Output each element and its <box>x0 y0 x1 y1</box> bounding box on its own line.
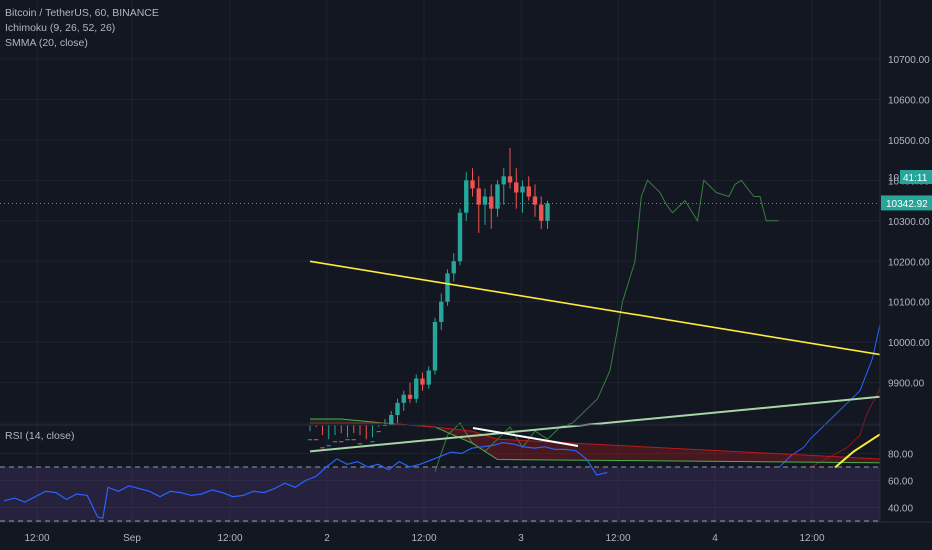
candle-body[interactable] <box>514 182 519 193</box>
price-axis-bg <box>880 0 932 550</box>
smma-legend[interactable]: SMMA (20, close) <box>5 37 88 49</box>
candle-body[interactable] <box>464 180 469 213</box>
time-tick-label: 12:00 <box>799 533 824 544</box>
price-tick-label: 10100.00 <box>888 298 930 309</box>
candle-body[interactable] <box>320 447 325 449</box>
price-tick-label: 10600.00 <box>888 95 930 106</box>
symbol-legend[interactable]: Bitcoin / TetherUS, 60, BINANCE <box>5 7 159 19</box>
candle-body[interactable] <box>451 261 456 274</box>
candle-body[interactable] <box>307 439 313 441</box>
price-tick-label: 10200.00 <box>888 257 930 268</box>
candle-body[interactable] <box>345 439 350 441</box>
candle-body[interactable] <box>520 186 525 193</box>
time-tick-label: 12:00 <box>605 533 630 544</box>
price-tick-label: 9900.00 <box>888 379 925 390</box>
candle-body[interactable] <box>426 370 431 385</box>
candles[interactable] <box>307 147 550 449</box>
rsi-tick-label: 40.00 <box>888 504 913 515</box>
cloud-segment <box>472 431 498 460</box>
candle-body[interactable] <box>339 441 344 443</box>
candle-body[interactable] <box>395 402 400 415</box>
candle-body[interactable] <box>407 394 413 399</box>
time-tick-label: 4 <box>712 533 718 544</box>
line-chikou <box>434 179 779 472</box>
rsi-line <box>3 442 608 520</box>
candle-body[interactable] <box>314 439 319 441</box>
time-tick-label: 3 <box>518 533 524 544</box>
grid <box>0 0 880 522</box>
candle-body[interactable] <box>501 176 506 185</box>
candle-body[interactable] <box>439 301 444 322</box>
candle-body[interactable] <box>457 212 463 262</box>
price-tick-label: 10300.00 <box>888 217 930 228</box>
price-tick-partial: 10 <box>888 173 900 184</box>
candle-body[interactable] <box>539 204 544 221</box>
candle-body[interactable] <box>420 378 425 385</box>
line-senkou-a <box>310 418 932 464</box>
candle-body[interactable] <box>532 196 538 205</box>
price-labels: 10342.92 10 41:11 <box>881 170 932 211</box>
price-axis[interactable]: 9900.00 10000.00 10100.00 10200.00 10300.00 1… <box>879 0 932 550</box>
candle-body[interactable] <box>526 186 531 197</box>
candle-body[interactable] <box>382 425 388 427</box>
candle-body[interactable] <box>370 441 375 443</box>
candle-body[interactable] <box>495 184 500 209</box>
candle-body[interactable] <box>389 414 394 425</box>
rsi-band <box>0 467 880 521</box>
candle-body[interactable] <box>489 196 494 209</box>
last-price-tag <box>881 195 932 211</box>
rsi-pane <box>0 424 880 522</box>
time-tick-label: 12:00 <box>24 533 49 544</box>
time-tick-label: Sep <box>123 533 141 544</box>
time-tick-label: 12:00 <box>217 533 242 544</box>
rsi-divergence-line[interactable] <box>472 427 579 447</box>
candle-body[interactable] <box>376 431 381 433</box>
candle-body[interactable] <box>432 321 438 371</box>
trend-ascending-green[interactable] <box>309 377 932 453</box>
candle-body[interactable] <box>351 439 356 441</box>
time-tick-label: 12:00 <box>411 533 436 544</box>
candle-body[interactable] <box>357 443 363 445</box>
rsi-axis[interactable]: 40.00 60.00 80.00 <box>888 450 913 515</box>
countdown-tag <box>900 170 932 184</box>
indicator-lines <box>310 179 932 472</box>
line-senkou-b <box>310 422 932 463</box>
candle-body[interactable] <box>476 188 481 205</box>
price-tick-label: 10700.00 <box>888 55 930 66</box>
candle-body[interactable] <box>401 394 406 403</box>
candle-body[interactable] <box>332 441 338 443</box>
candle-body[interactable] <box>326 445 331 447</box>
time-axis[interactable]: 12:00 Sep 12:00 2 12:00 3 12:00 4 12:00 <box>0 521 932 550</box>
line-smma <box>834 383 932 469</box>
trend-descending-yellow[interactable] <box>309 260 932 435</box>
countdown-text: 41:11 <box>903 173 928 184</box>
rsi-tick-label: 80.00 <box>888 450 913 461</box>
rsi-tick-label: 60.00 <box>888 477 913 488</box>
price-tick-label: 10500.00 <box>888 136 930 147</box>
candle-body[interactable] <box>445 273 450 302</box>
price-tick-label: 10000.00 <box>888 338 930 349</box>
cloud-segment <box>310 419 342 424</box>
ichimoku-cloud <box>310 419 932 464</box>
rsi-legend[interactable]: RSI (14, close) <box>5 430 75 442</box>
candle-body[interactable] <box>545 203 550 221</box>
candle-body[interactable] <box>507 176 513 183</box>
last-price-text: 10342.92 <box>886 199 928 210</box>
time-axis-bg <box>0 522 932 550</box>
ichimoku-legend[interactable]: Ichimoku (9, 26, 52, 26) <box>5 22 116 34</box>
time-tick-label: 2 <box>324 533 330 544</box>
candle-body[interactable] <box>482 196 488 205</box>
candle-body[interactable] <box>470 180 475 189</box>
candle-body[interactable] <box>414 378 419 399</box>
